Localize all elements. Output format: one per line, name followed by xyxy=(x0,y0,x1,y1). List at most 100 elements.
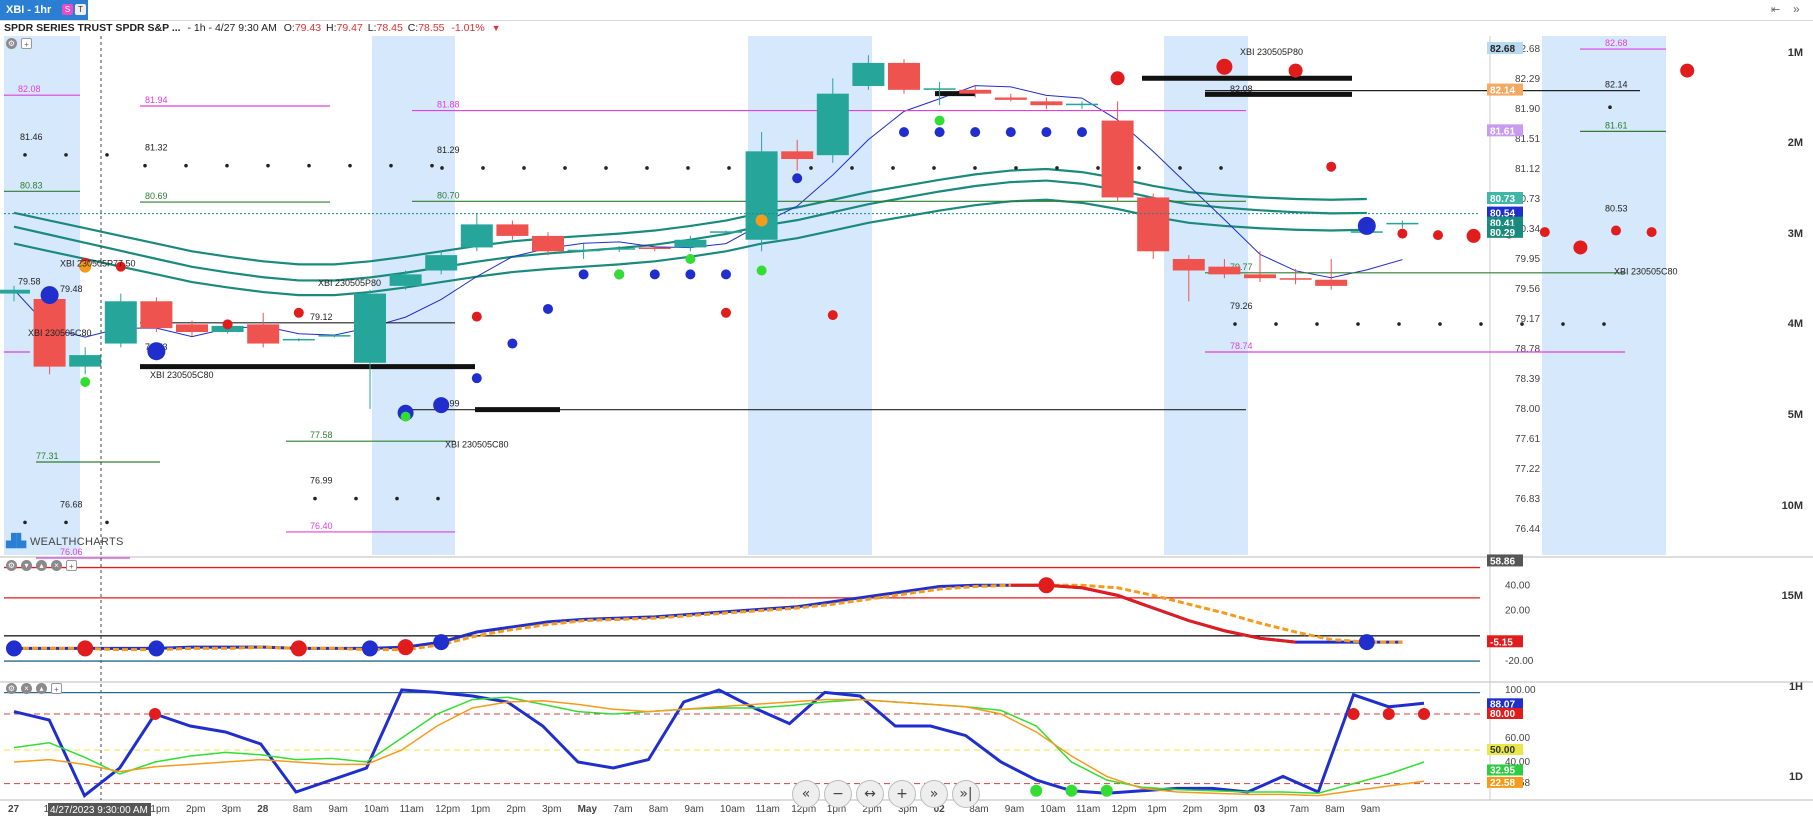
level-dot xyxy=(1219,166,1223,170)
settings-icon[interactable]: ⚙ xyxy=(6,38,17,49)
candle xyxy=(282,338,315,342)
stoch-dot xyxy=(1100,784,1113,797)
signal-dot xyxy=(433,397,450,414)
signal-dot xyxy=(827,310,838,321)
timeframe-option[interactable]: 1M xyxy=(1787,47,1803,59)
level-label: 82.08 xyxy=(18,84,41,94)
level-dot xyxy=(354,496,358,501)
timeframe-option[interactable]: 1H xyxy=(1788,681,1803,693)
chevron-up-icon[interactable]: ▴ xyxy=(36,683,47,694)
close-icon[interactable]: × xyxy=(21,683,32,694)
bar-info: - 1h - 4/27 9:30 AM xyxy=(187,22,277,34)
add-icon[interactable]: + xyxy=(51,683,62,694)
level-dot xyxy=(809,166,813,170)
level-label: 80.83 xyxy=(20,180,43,190)
close-icon[interactable]: × xyxy=(51,560,62,571)
candle-body xyxy=(282,338,315,341)
add-icon[interactable]: + xyxy=(21,38,32,49)
signal-dot xyxy=(507,338,518,349)
level-label: 79.12 xyxy=(310,312,333,322)
candle xyxy=(318,334,351,338)
price-tag: -5.15 xyxy=(1490,637,1513,648)
signal-dot xyxy=(614,269,625,280)
stoch-series xyxy=(13,698,1425,797)
timeframe-option[interactable]: 4M xyxy=(1787,318,1803,330)
settings-icon[interactable]: ⚙ xyxy=(6,560,17,571)
y-tick-label: 40.00 xyxy=(1505,757,1530,768)
expand-icon[interactable]: » xyxy=(1793,2,1800,16)
signal-dot xyxy=(685,269,696,280)
signal-dot xyxy=(79,260,92,273)
level-dot xyxy=(1137,166,1141,170)
level-label: 76.06 xyxy=(60,547,83,557)
signal-dot xyxy=(1611,225,1621,236)
oscillator-dot xyxy=(290,640,307,657)
x-tick-label: 3pm xyxy=(542,804,561,815)
price-tag: 81.61 xyxy=(1490,126,1515,137)
option-annotation: XBI 230505C80 xyxy=(445,439,509,449)
timeframe-option[interactable]: 5M xyxy=(1787,409,1803,421)
level-dot xyxy=(1274,322,1278,326)
y-tick-label: 60.00 xyxy=(1505,733,1530,744)
candle-body xyxy=(0,289,30,294)
price-tag-bg xyxy=(1487,206,1523,219)
candle-body xyxy=(674,239,707,248)
settings-icon[interactable]: ⚙ xyxy=(6,683,17,694)
candle-body xyxy=(247,324,280,344)
candle-body xyxy=(567,249,600,252)
main-pane-tools: ⚙ + xyxy=(6,38,32,49)
scroll-back-button[interactable]: « xyxy=(792,780,820,808)
level-dot xyxy=(1233,322,1237,326)
timeframe-option[interactable]: 15M xyxy=(1781,590,1803,602)
level-dot xyxy=(389,163,393,168)
candle-body xyxy=(33,298,66,367)
s-badge[interactable]: S xyxy=(62,4,73,15)
candle xyxy=(852,55,885,90)
x-tick-label: 12pm xyxy=(1112,804,1137,815)
timeframe-option[interactable]: 10M xyxy=(1781,500,1803,512)
candle-body xyxy=(496,224,529,236)
x-tick-label: 8am xyxy=(1325,804,1344,815)
candle xyxy=(354,289,386,409)
level-dot xyxy=(430,163,434,168)
level-label: 81.88 xyxy=(437,100,460,110)
price-tag-bg xyxy=(1487,776,1523,788)
level-dot xyxy=(440,166,444,170)
price-tag-bg xyxy=(1487,764,1523,776)
scroll-forward-button[interactable]: » xyxy=(920,780,948,808)
go-latest-button[interactable]: »| xyxy=(952,780,980,808)
level-label: 77.31 xyxy=(36,451,59,461)
level-dot xyxy=(481,166,485,170)
level-dot xyxy=(348,163,352,168)
x-tick-label: 3pm xyxy=(898,804,917,815)
level-dot xyxy=(225,163,229,168)
level-dot xyxy=(891,166,895,170)
signal-dot xyxy=(115,261,126,272)
x-tick-label: 03 xyxy=(1254,804,1266,815)
x-tick-label: 10am xyxy=(364,804,389,815)
level-dot xyxy=(105,153,109,157)
chevron-up-icon[interactable]: ▴ xyxy=(36,560,47,571)
fit-button[interactable]: ↔ xyxy=(856,780,884,808)
signal-dot xyxy=(40,286,59,305)
candle-body xyxy=(69,355,102,367)
chevron-down-icon[interactable]: ▾ xyxy=(21,560,32,571)
add-icon[interactable]: + xyxy=(66,560,77,571)
timeframe-option[interactable]: 1D xyxy=(1788,771,1803,783)
zoom-in-button[interactable]: + xyxy=(888,780,916,808)
signal-dot xyxy=(970,127,981,138)
wealthcharts-logo-icon: ▟▙ xyxy=(6,533,27,548)
zoom-out-button[interactable]: − xyxy=(824,780,852,808)
t-badge[interactable]: T xyxy=(75,4,86,15)
x-tick-label: 9am xyxy=(328,804,347,815)
stoch-dot xyxy=(1347,708,1360,720)
candle xyxy=(425,251,458,275)
timeframe-option[interactable]: 3M xyxy=(1787,228,1803,240)
stoch-dot xyxy=(149,708,161,720)
y-tick-label: 78.00 xyxy=(1515,404,1540,415)
x-tick-label: 2pm xyxy=(186,804,205,815)
collapse-icon[interactable]: ⇤ xyxy=(1771,4,1781,16)
y-tick-label: 79.56 xyxy=(1515,284,1540,295)
timeframe-option[interactable]: 2M xyxy=(1787,137,1803,149)
